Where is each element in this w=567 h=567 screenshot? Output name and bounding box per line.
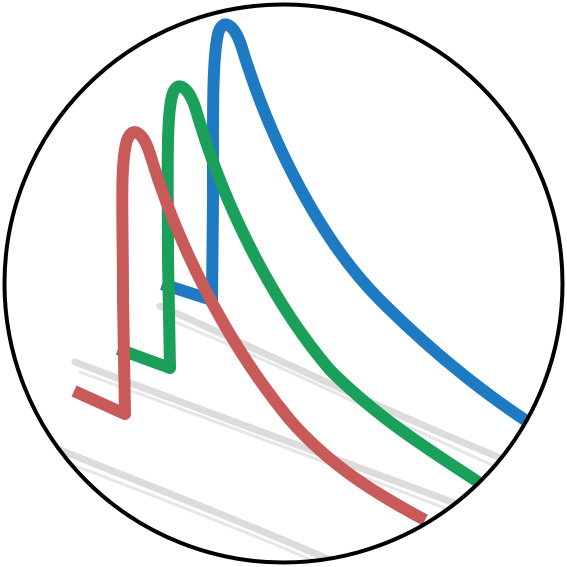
baseline-stroke-front bbox=[51, 444, 334, 563]
baseline-stroke-middle-faint bbox=[78, 370, 502, 532]
baseline-stroke-front-faint bbox=[58, 458, 332, 563]
peak-trace-back bbox=[160, 18, 529, 425]
baseline-stroke-back bbox=[156, 302, 534, 474]
logo-contents bbox=[51, 18, 534, 563]
baseline-stroke-back-faint bbox=[163, 316, 532, 484]
peak-trace-front bbox=[71, 126, 428, 526]
peak-trace-middle bbox=[115, 80, 482, 487]
